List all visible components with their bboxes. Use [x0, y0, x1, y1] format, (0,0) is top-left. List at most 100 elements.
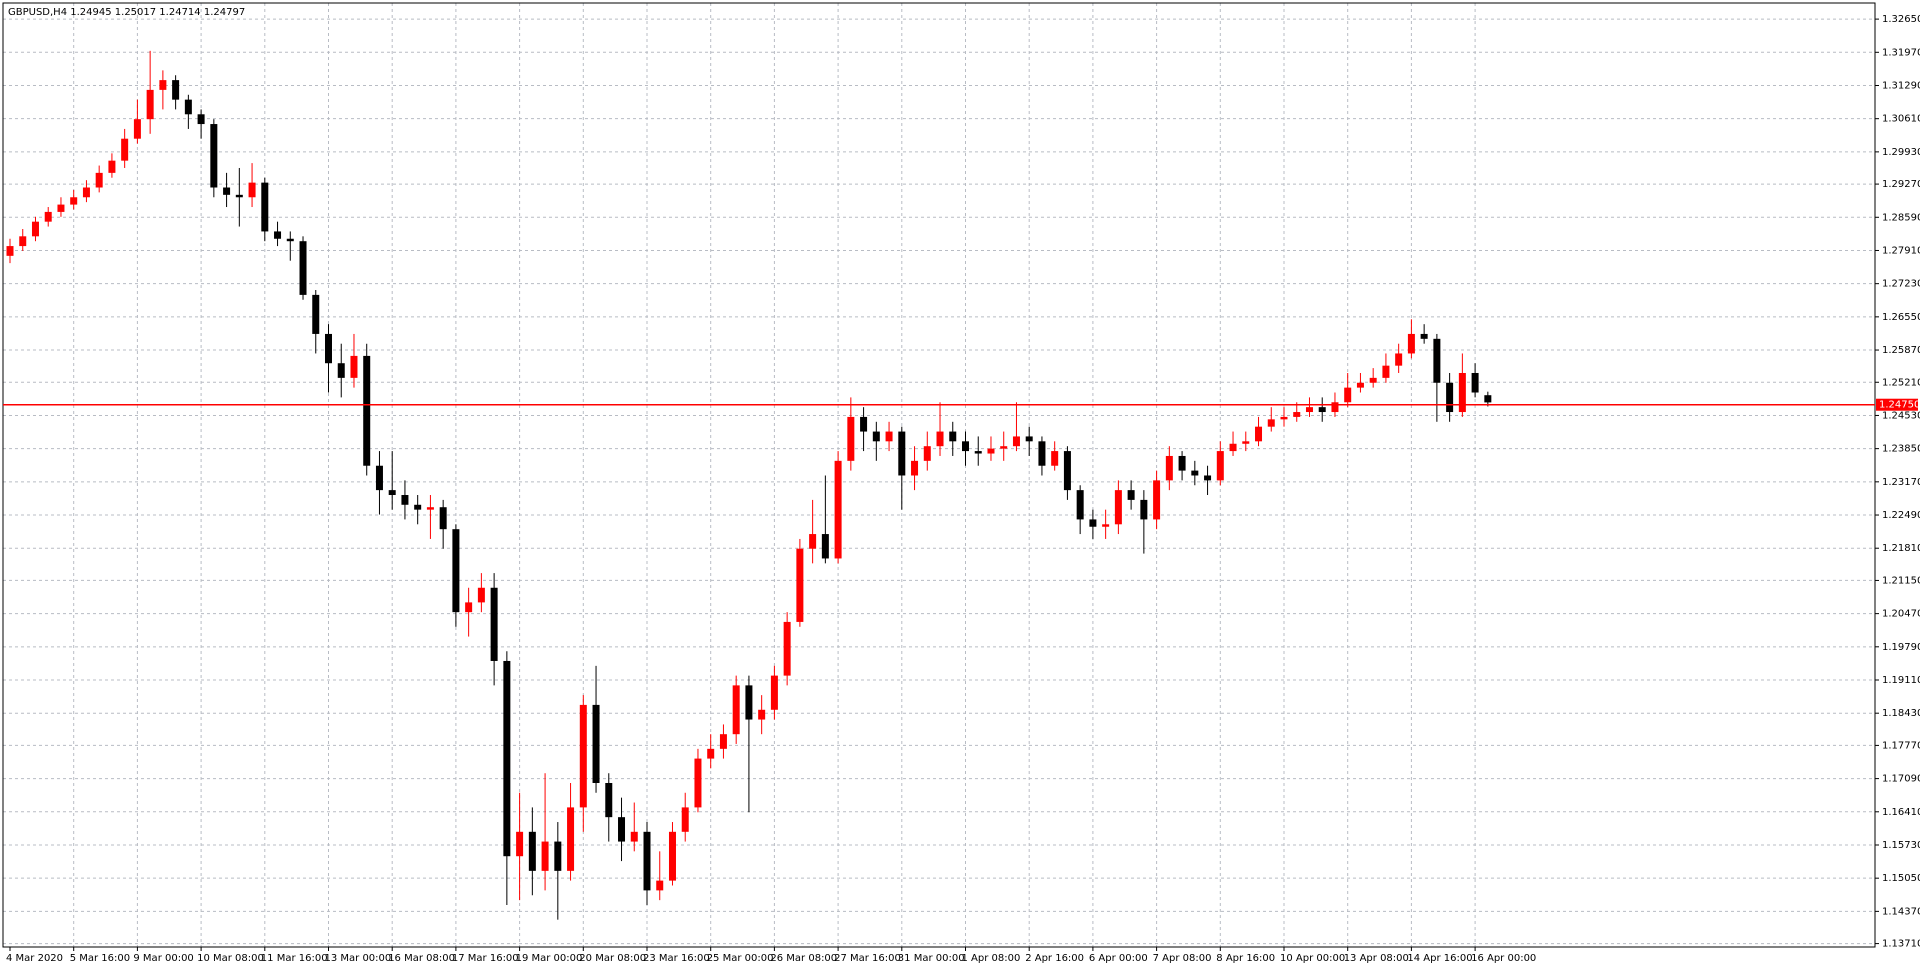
y-tick-label: 1.30610: [1882, 114, 1920, 125]
candle-body: [401, 495, 409, 505]
y-tick-label: 1.17770: [1882, 740, 1920, 751]
candle-body: [57, 204, 65, 212]
candle-body: [1407, 333, 1415, 354]
plot-frame: [2, 2, 1876, 948]
candle-body: [426, 507, 434, 510]
y-tick-label: 1.23170: [1882, 477, 1920, 488]
x-tick-label: 17 Mar 16:00: [452, 953, 519, 964]
y-tick-label: 1.19790: [1882, 642, 1920, 653]
x-tick-label: 31 Mar 00:00: [898, 953, 965, 964]
candle-body: [503, 660, 511, 857]
x-tick-label: 13 Mar 00:00: [325, 953, 392, 964]
y-tick-label: 1.13710: [1882, 939, 1920, 950]
candle-body: [809, 534, 817, 549]
candle-body: [847, 416, 855, 461]
x-tick-label: 7 Apr 08:00: [1153, 953, 1212, 964]
candle-body: [325, 333, 332, 364]
candle-body: [1356, 382, 1364, 388]
x-tick-label: 6 Apr 00:00: [1089, 953, 1148, 964]
y-tick-label: 1.31290: [1882, 80, 1920, 91]
candle-body: [1114, 490, 1122, 525]
candle-body: [465, 602, 473, 613]
candle-body: [974, 451, 982, 454]
candle-body: [1255, 426, 1263, 442]
y-tick-label: 1.22490: [1882, 510, 1920, 521]
x-tick-label: 11 Mar 16:00: [261, 953, 328, 964]
y-tick-label: 1.19110: [1882, 675, 1920, 686]
candle-body: [133, 119, 141, 139]
y-tick-label: 1.18430: [1882, 708, 1920, 719]
y-tick-label: 1.14370: [1882, 906, 1920, 917]
candle-body: [312, 294, 320, 334]
chart-title: GBPUSD,H4 1.24945 1.25017 1.24714 1.2479…: [8, 7, 245, 18]
y-tick-label: 1.26550: [1882, 312, 1920, 323]
y-tick-label: 1.29930: [1882, 147, 1920, 158]
y-tick-label: 1.24530: [1882, 410, 1920, 421]
candle-body: [44, 211, 52, 222]
candle-body: [516, 831, 524, 857]
candle-body: [618, 817, 626, 842]
candle-body: [1420, 333, 1428, 339]
candle-body: [1076, 490, 1084, 520]
candle-body: [82, 187, 90, 198]
candle-body: [1267, 419, 1275, 427]
x-tick-label: 26 Mar 08:00: [770, 953, 837, 964]
candle-body: [834, 460, 842, 559]
candle-body: [286, 238, 294, 242]
candle-body: [248, 182, 256, 198]
x-tick-label: 1 Apr 08:00: [962, 953, 1021, 964]
candle-body: [872, 431, 880, 442]
candle-body: [261, 182, 269, 232]
x-tick-label: 16 Mar 08:00: [388, 953, 455, 964]
x-tick-label: 10 Apr 00:00: [1280, 953, 1345, 964]
y-tick-label: 1.15050: [1882, 873, 1920, 884]
candle-body: [923, 446, 931, 461]
candle-body: [108, 160, 116, 173]
candle-body: [1025, 436, 1033, 442]
candles: [6, 50, 1492, 920]
candle-body: [1051, 451, 1059, 466]
candle-body: [1344, 387, 1352, 403]
candle-body: [146, 89, 154, 120]
y-tick-label: 1.23850: [1882, 444, 1920, 455]
x-tick-label: 9 Mar 00:00: [133, 953, 193, 964]
candle-body: [796, 548, 804, 622]
x-tick-label: 27 Mar 16:00: [834, 953, 901, 964]
candle-body: [911, 460, 919, 476]
candle-body: [1204, 475, 1212, 481]
y-tick-label: 1.29270: [1882, 179, 1920, 190]
candle-body: [1242, 441, 1250, 444]
candle-body: [681, 807, 689, 832]
candle-body: [1038, 441, 1046, 466]
candle-body: [1140, 499, 1148, 520]
y-tick-label: 1.16410: [1882, 807, 1920, 818]
candle-body: [223, 187, 231, 195]
candle-body: [414, 504, 422, 510]
candle-body: [783, 621, 791, 676]
candle-body: [694, 758, 702, 808]
candle-body: [95, 172, 103, 188]
candle-body: [821, 534, 829, 559]
price-label-box: [1876, 398, 1918, 411]
y-tick-label: 1.28590: [1882, 212, 1920, 223]
candle-body: [1395, 353, 1403, 366]
x-tick-label: 10 Mar 08:00: [197, 953, 264, 964]
candle-body: [184, 99, 192, 115]
x-tick-label: 5 Mar 16:00: [70, 953, 130, 964]
candle-body: [452, 529, 460, 613]
candle-body: [19, 236, 27, 247]
candle-body: [1369, 377, 1377, 383]
candle-body: [732, 685, 740, 735]
candle-body: [1191, 470, 1199, 476]
candle-body: [1433, 338, 1441, 383]
candle-body: [592, 704, 600, 783]
candle-body: [70, 197, 78, 205]
candle-body: [235, 194, 243, 198]
candle-body: [439, 507, 447, 530]
candle-body: [541, 841, 549, 871]
candle-body: [210, 124, 218, 188]
candle-body: [1280, 416, 1288, 420]
candle-body: [770, 675, 778, 710]
candle-body: [1012, 436, 1020, 447]
